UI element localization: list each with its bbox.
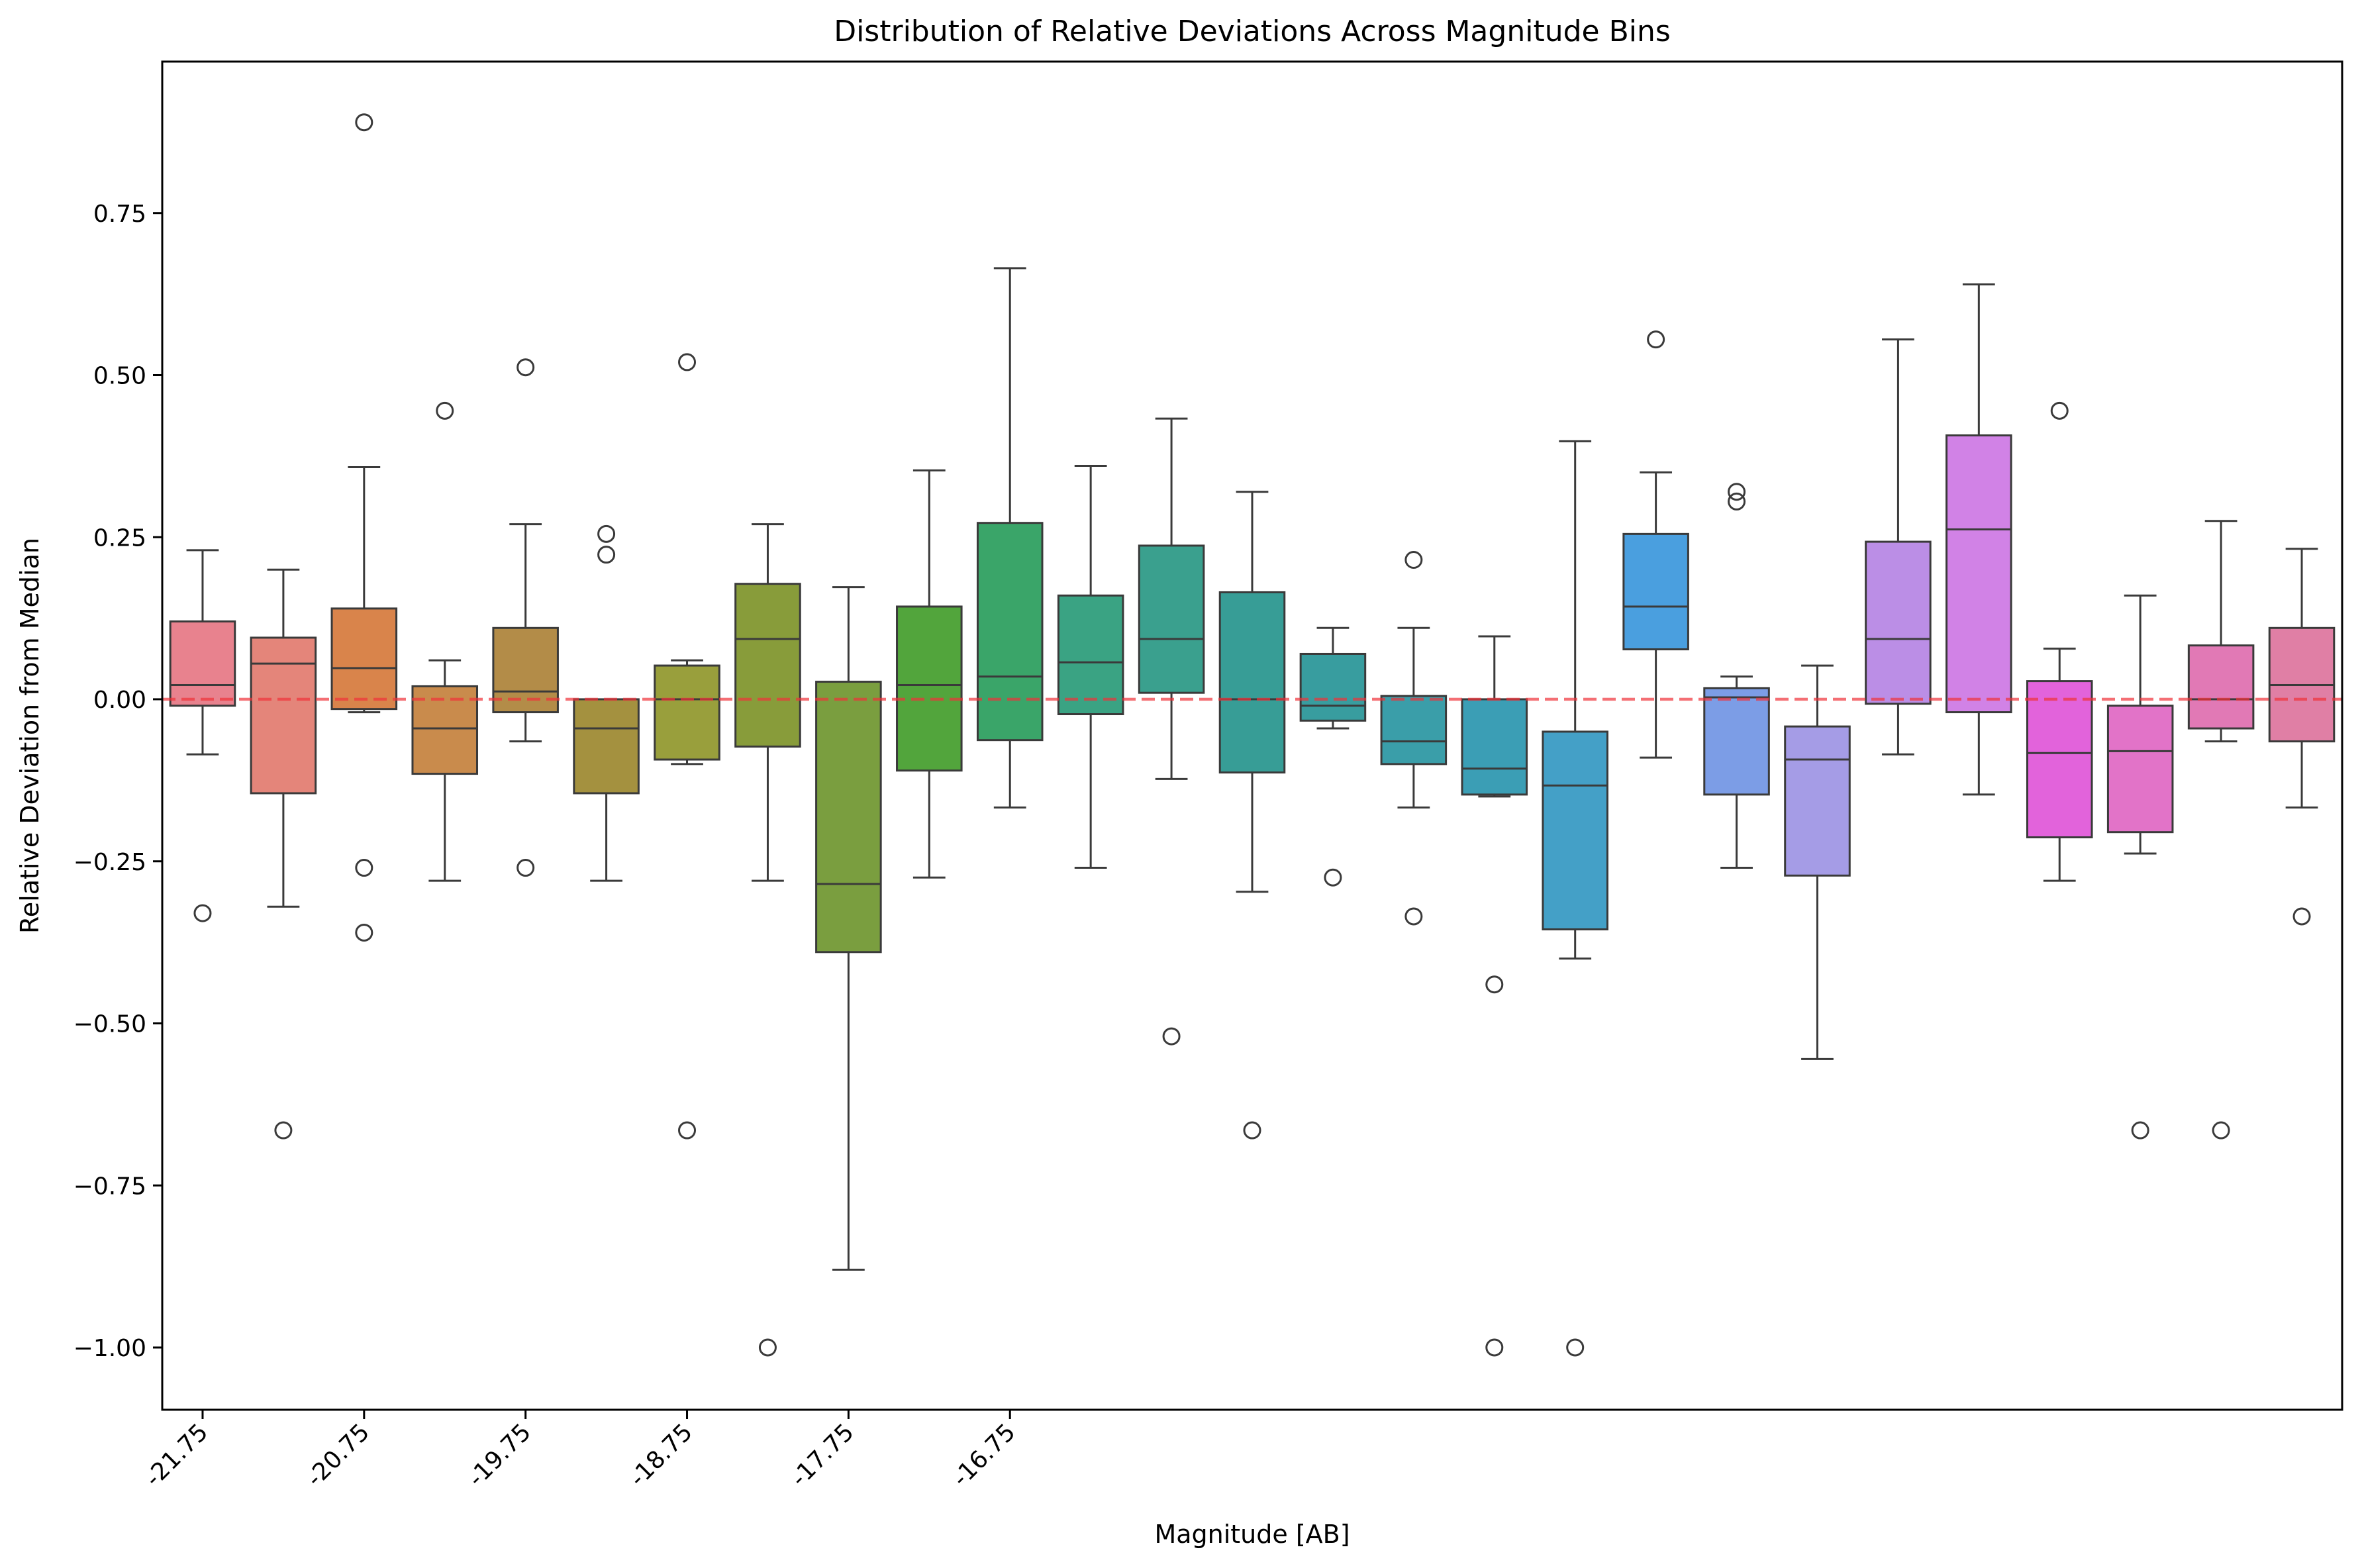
box-body [1865,540,1932,705]
outlier-point [1728,483,1746,501]
box-body [2106,705,2174,834]
outlier-point [1485,1338,1504,1357]
box-group [1703,483,1770,869]
y-tick-label: −1.00 [74,1335,146,1362]
box-group [2268,548,2336,926]
box-body [573,698,640,795]
box-body [1784,725,1851,877]
box-group [330,113,398,942]
box-body [250,636,317,795]
y-tick-label: 0.25 [93,524,146,552]
outlier-point [1566,1338,1585,1357]
y-tick-label: 0.50 [93,363,146,390]
box-body [1299,652,1367,722]
outlier-point [597,546,616,564]
box-body [976,522,1044,742]
box-body [1703,687,1770,796]
box-body [734,583,801,748]
outlier-point [1243,1121,1261,1140]
outlier-point [678,353,697,371]
box-body [1218,591,1286,774]
box-body [654,664,720,761]
box-group [250,568,317,1140]
box-group [1299,626,1367,887]
outlier-point [436,401,454,420]
x-axis-label: Magnitude [AB] [1154,1520,1350,1549]
box-group [976,267,1044,808]
box-group [2026,401,2093,882]
outlier-point [1728,492,1746,511]
box-body [1542,730,1608,931]
outlier-point [1404,907,1423,926]
y-tick-label: 0.75 [93,201,146,228]
outlier-point [1404,551,1423,569]
y-axis: 0.75 0.50 0.25 0.00 −0.25 −0.50 −0.75 −1.00 [74,201,162,1362]
box-group [1542,440,1608,1357]
box-group [1218,491,1286,1140]
box-group [2106,594,2174,1140]
box-body [1138,544,1205,694]
outlier-point [1324,868,1342,887]
outlier-point [2131,1121,2149,1140]
y-axis-label: Relative Deviation from Median [15,538,44,934]
box-body [815,681,882,954]
box-group [1380,551,1448,926]
outlier-point [1162,1027,1181,1046]
outlier-point [1485,975,1504,994]
outlier-point [2050,401,2069,420]
box-body [1057,594,1124,716]
outlier-point [355,113,373,132]
box-body [1945,434,2012,714]
box-group [1138,417,1205,1046]
box-body [896,605,963,772]
outlier-point [517,859,535,877]
outlier-point [193,904,212,922]
box-group [896,469,963,879]
outlier-point [597,524,616,543]
outlier-point [274,1121,293,1140]
box-group [1784,664,1851,1060]
box-body [411,685,479,775]
y-tick-label: −0.75 [74,1173,146,1200]
box-group [1057,465,1124,869]
box-body [1380,695,1448,765]
box-body [330,607,398,710]
y-tick-label: −0.25 [74,849,146,876]
boxes-layer [169,113,2336,1357]
outlier-point [355,923,373,942]
outlier-point [517,358,535,377]
outlier-point [2212,1121,2230,1140]
box-body [2187,644,2255,730]
outlier-point [355,859,373,877]
box-group [2187,520,2255,1140]
box-body [169,620,236,707]
box-group [411,401,479,882]
box-group [815,586,882,1271]
y-tick-label: 0.00 [93,687,146,714]
outlier-point [678,1121,697,1140]
chart-title: Distribution of Relative Deviations Acro… [834,15,1671,48]
plot-area-frame [161,60,2343,1411]
box-body [1622,532,1689,651]
box-group [1622,330,1689,759]
box-group [169,549,236,922]
box-body [2026,680,2093,839]
box-group [734,523,801,1357]
y-tick-label: −0.50 [74,1011,146,1038]
outlier-point [2292,907,2311,926]
box-body [1461,698,1528,796]
box-group [1945,283,2012,796]
outlier-point [1647,330,1665,349]
box-group [1865,338,1932,756]
outlier-point [758,1338,777,1357]
